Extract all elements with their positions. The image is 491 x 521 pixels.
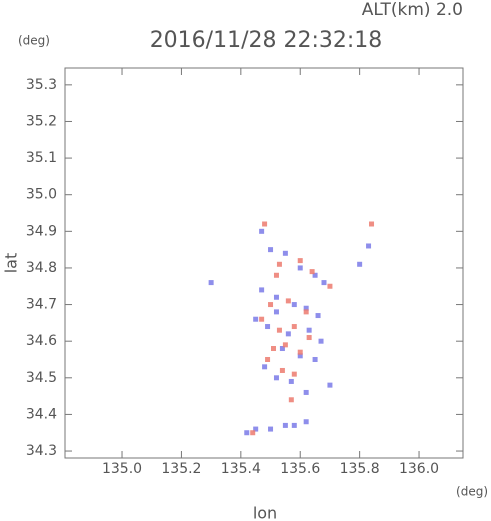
x-tick-label: 135.2 — [161, 461, 201, 477]
y-unit: (deg) — [18, 34, 50, 48]
data-point — [312, 356, 318, 362]
data-point — [288, 397, 294, 403]
data-point — [268, 302, 274, 308]
y-tick-label: 35.0 — [26, 187, 57, 203]
x-tick-label: 135.0 — [102, 461, 142, 477]
data-point — [309, 269, 315, 275]
data-point — [297, 265, 303, 271]
y-tick-label: 34.5 — [26, 370, 57, 386]
data-point — [208, 280, 214, 286]
data-point — [244, 430, 250, 436]
data-point — [327, 283, 333, 289]
data-point — [268, 426, 274, 432]
x-tick-label: 135.4 — [221, 461, 261, 477]
data-point — [285, 298, 291, 304]
data-point — [297, 258, 303, 264]
data-point — [259, 287, 265, 293]
y-tick-label: 34.6 — [26, 333, 57, 349]
data-point — [265, 356, 271, 362]
data-point — [303, 305, 309, 311]
data-point — [312, 272, 318, 278]
data-point — [259, 316, 265, 322]
data-point — [315, 313, 321, 319]
data-point — [282, 422, 288, 428]
data-point — [268, 247, 274, 253]
data-point — [291, 302, 297, 308]
y-tick-label: 34.7 — [26, 297, 57, 313]
subtitle: ALT(km) 2.0 — [362, 0, 463, 20]
data-point — [265, 324, 271, 330]
x-unit: (deg) — [456, 485, 488, 499]
data-point — [318, 338, 324, 344]
data-point — [279, 367, 285, 373]
data-point — [273, 375, 279, 381]
data-point — [291, 422, 297, 428]
data-point — [279, 346, 285, 352]
data-point — [369, 221, 375, 227]
data-point — [253, 426, 259, 432]
data-point — [297, 353, 303, 359]
data-point — [291, 324, 297, 330]
data-point — [282, 342, 288, 348]
data-point — [271, 346, 277, 352]
data-point — [259, 228, 265, 234]
data-point — [273, 309, 279, 315]
data-point — [285, 331, 291, 337]
data-point — [273, 272, 279, 278]
x-label: lon — [253, 504, 277, 521]
data-point — [357, 261, 363, 267]
data-point — [253, 316, 259, 322]
data-point — [262, 364, 268, 370]
data-point — [306, 335, 312, 341]
y-tick-label: 35.3 — [26, 77, 57, 93]
y-tick-label: 34.4 — [26, 406, 57, 422]
y-tick-label: 35.2 — [26, 113, 57, 129]
x-tick-label: 135.6 — [280, 461, 320, 477]
data-point — [303, 419, 309, 425]
chart-title: 2016/11/28 22:32:18 — [150, 28, 383, 53]
y-label: lat — [2, 253, 21, 274]
data-point — [276, 327, 282, 333]
data-point — [327, 382, 333, 388]
data-point — [303, 309, 309, 315]
data-point — [262, 221, 268, 227]
data-point — [288, 378, 294, 384]
plot-frame — [64, 67, 464, 459]
x-tick-label: 136.0 — [399, 461, 439, 477]
y-tick-label: 34.8 — [26, 260, 57, 276]
data-point — [282, 250, 288, 256]
x-tick-label: 135.8 — [340, 461, 380, 477]
data-point — [291, 371, 297, 377]
data-point — [321, 280, 327, 286]
data-point — [306, 327, 312, 333]
data-point — [297, 349, 303, 355]
data-point — [366, 243, 372, 249]
data-point — [303, 389, 309, 395]
data-point — [276, 261, 282, 267]
y-tick-label: 35.1 — [26, 150, 57, 166]
y-tick-label: 34.9 — [26, 223, 57, 239]
data-point — [273, 294, 279, 300]
data-point — [250, 430, 256, 436]
y-tick-label: 34.3 — [26, 443, 57, 459]
